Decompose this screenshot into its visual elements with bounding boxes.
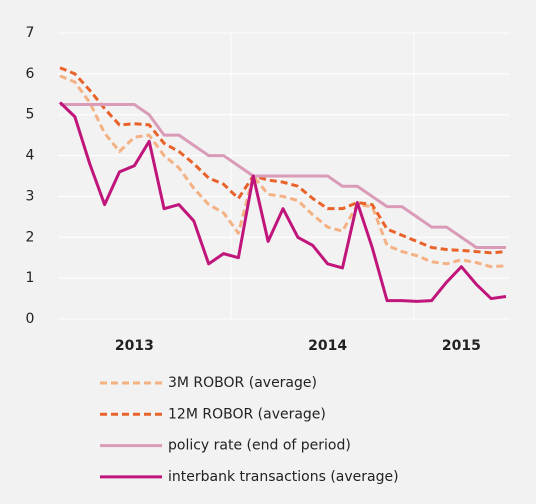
x-tick-label: 2013 <box>115 338 154 354</box>
series-line <box>59 74 507 269</box>
series-line <box>59 66 507 255</box>
y-tick-label: 0 <box>26 311 35 327</box>
y-tick-label: 1 <box>26 270 35 286</box>
legend-label: 12M ROBOR (average) <box>168 406 326 422</box>
y-tick-label: 4 <box>26 148 35 164</box>
y-tick-label: 6 <box>26 66 35 82</box>
y-tick-label: 2 <box>26 229 35 245</box>
legend-label: policy rate (end of period) <box>168 438 351 454</box>
x-tick-label: 2014 <box>308 338 347 354</box>
legend-label: 3M ROBOR (average) <box>168 375 317 391</box>
legend-label: interbank transactions (average) <box>168 469 399 485</box>
y-tick-label: 7 <box>26 25 35 41</box>
y-tick-label: 5 <box>26 107 35 123</box>
series-line <box>58 101 507 303</box>
series-line <box>60 103 506 249</box>
y-tick-label: 3 <box>26 188 35 204</box>
x-tick-label: 2015 <box>442 338 481 354</box>
